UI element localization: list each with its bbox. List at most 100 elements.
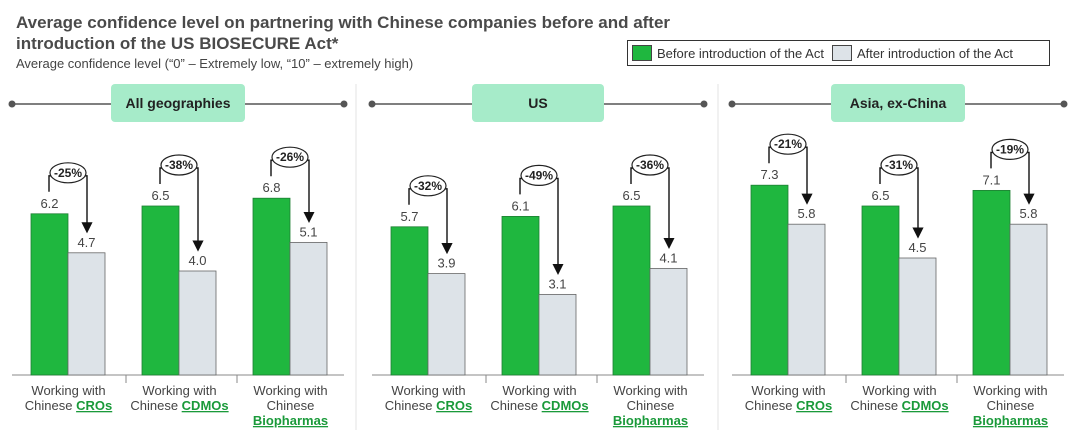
panel-header-dot-right [700,100,708,108]
change-badge [769,133,807,155]
category-label-line1: Working with [142,383,216,398]
category-label-prefix: Chinese [490,398,541,413]
data-label-after: 4.0 [188,253,206,268]
category-label-highlight: Biopharmas [973,413,1048,428]
category-label-highlight: CDMOs [542,398,589,413]
change-label: -21% [774,137,802,151]
category-label-line1: Working with [502,383,576,398]
bar-after [898,257,937,376]
category-label-line1: Working with [751,383,825,398]
category-label-line1: Working with [253,383,327,398]
bar-after [178,270,217,376]
data-label-before: 6.5 [622,188,640,203]
panel-label: Asia, ex-China [850,95,947,111]
bar-after [427,273,466,376]
data-label-after: 5.8 [1019,206,1037,221]
category-label-prefix: Chinese [745,398,796,413]
bar-after [67,252,106,376]
panel-header-dot-left [368,100,376,108]
legend-swatch-after [831,45,852,61]
data-label-before: 6.5 [151,188,169,203]
bar-after [1009,223,1048,376]
panel-label-box [472,84,604,122]
category-label-line1: Working with [862,383,936,398]
bar-before [501,215,540,376]
category-label-line2: Chinese [987,398,1035,413]
change-label: -49% [525,168,553,182]
bar-before [750,184,789,376]
change-label: -26% [276,150,304,164]
category-label-highlight: CROs [796,398,832,413]
change-badge [49,162,87,184]
category-label-line2: Chinese [267,398,315,413]
change-label: -31% [885,158,913,172]
panel-label-box [831,84,965,122]
change-badge [520,164,558,186]
change-badge [160,154,198,176]
bar-after [787,223,826,376]
panel-header-dot-right [1060,100,1068,108]
change-label: -25% [54,166,82,180]
legend-swatch-before [632,45,652,61]
data-label-after: 4.5 [908,240,926,255]
legend-label-before: Before introduction of the Act [657,45,824,61]
bar-before [612,205,651,376]
category-label-highlight: CDMOs [182,398,229,413]
legend-item-before: Before introduction of the Act [632,45,824,61]
category-label-line2: Chinese CROs [25,398,112,413]
category-label-prefix: Chinese [850,398,901,413]
data-label-before: 7.3 [760,167,778,182]
category-label-highlight: Biopharmas [613,413,688,428]
data-label-before: 6.5 [871,188,889,203]
data-label-after: 4.1 [659,250,677,265]
panel-header-dot-left [728,100,736,108]
bar-after [649,267,688,376]
data-label-after: 5.8 [797,206,815,221]
chart-subtitle: Average confidence level (“0” – Extremel… [16,56,414,71]
panel-label: All geographies [125,95,230,111]
bar-before [972,189,1011,376]
category-label-highlight: Biopharmas [253,413,328,428]
data-label-before: 7.1 [982,172,1000,187]
change-badge [880,154,918,176]
change-badge [409,175,447,197]
data-label-before: 6.1 [511,198,529,213]
panel-label-box [111,84,245,122]
data-label-before: 6.8 [262,180,280,195]
panel-label: US [528,95,547,111]
category-label-line1: Working with [31,383,105,398]
legend: Before introduction of the Act After int… [627,40,1050,66]
chart-title: Average confidence level on partnering w… [16,13,671,53]
category-label-line2: Chinese CROs [745,398,832,413]
category-label-line1: Working with [973,383,1047,398]
category-label-line2: Chinese CROs [385,398,472,413]
data-label-after: 3.9 [437,256,455,271]
category-label-highlight: CDMOs [902,398,949,413]
bar-before [141,205,180,376]
legend-label-after: After introduction of the Act [856,45,1014,61]
panel-header-dot-left [8,100,16,108]
bar-before [861,205,900,376]
data-label-before: 5.7 [400,209,418,224]
category-label-prefix: Chinese [130,398,181,413]
data-label-after: 5.1 [299,224,317,239]
category-label-line2: Chinese CDMOs [850,398,948,413]
category-label-line2: Chinese [627,398,675,413]
category-label-prefix: Chinese [25,398,76,413]
category-label-line1: Working with [391,383,465,398]
data-label-after: 4.7 [77,235,95,250]
change-badge [631,154,669,176]
bar-after [538,293,577,376]
bar-before [252,197,291,376]
bar-before [30,213,69,376]
change-badge [991,138,1029,160]
change-label: -38% [165,158,193,172]
category-label-line2: Chinese CDMOs [490,398,588,413]
category-label-line2: Chinese CDMOs [130,398,228,413]
data-label-after: 3.1 [548,276,566,291]
panel-header-dot-right [340,100,348,108]
change-badge [271,146,309,168]
bar-before [390,226,429,376]
change-label: -32% [414,179,442,193]
